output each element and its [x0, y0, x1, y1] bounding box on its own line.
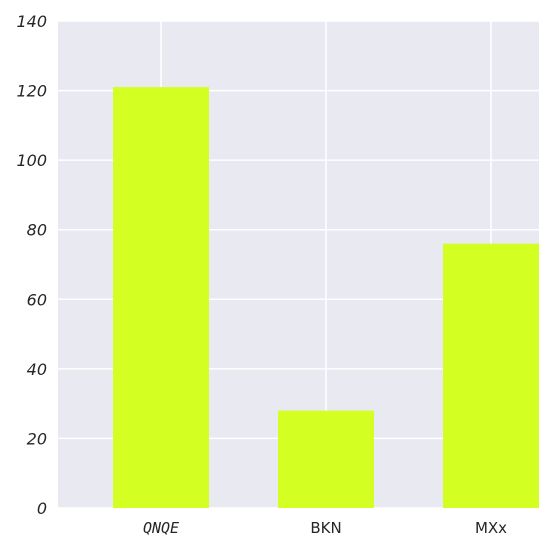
y-tick-label: 60: [27, 290, 47, 309]
y-tick-label: 0: [37, 499, 47, 518]
x-tick-label: MXx: [475, 519, 507, 537]
y-axis-ticks: 0 20 40 60 80 100 120 140: [16, 12, 47, 518]
y-tick-label: 100: [16, 151, 47, 170]
bar-bkn: [278, 411, 374, 508]
y-tick-label: 40: [27, 360, 47, 379]
y-tick-label: 120: [16, 82, 47, 101]
y-tick-label: 140: [16, 12, 47, 31]
x-tick-label: QNQE: [143, 519, 179, 537]
y-tick-label: 20: [27, 429, 47, 448]
y-tick-label: 80: [27, 221, 47, 240]
x-axis-ticks: QNQE BKN MXx: [143, 519, 507, 537]
bar-mxx: [443, 244, 539, 508]
bar-qnqe: [113, 87, 209, 508]
x-tick-label: BKN: [310, 519, 341, 537]
